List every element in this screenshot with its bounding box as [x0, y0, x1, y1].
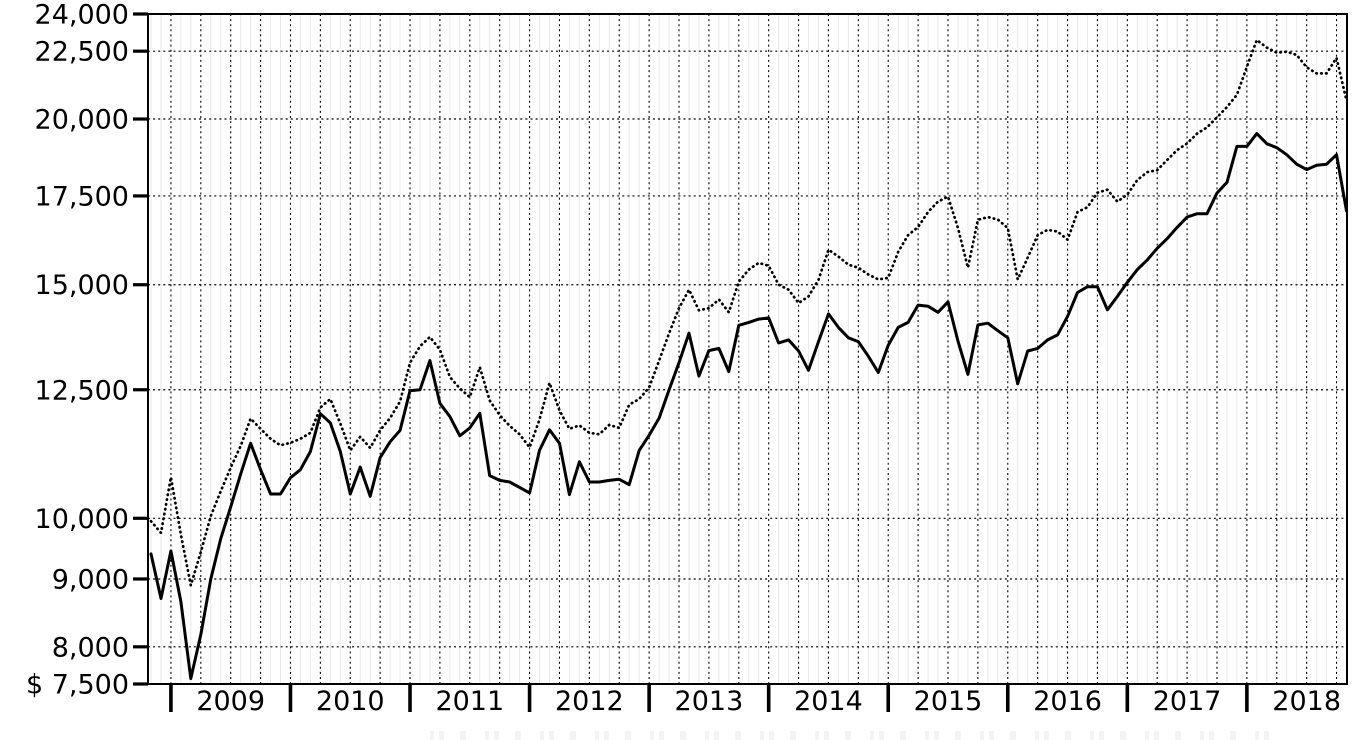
x-axis-year-label: 2017	[1153, 686, 1222, 717]
y-axis-tick-label: 17,500	[35, 181, 129, 212]
y-axis-tick-label: 22,500	[35, 37, 129, 68]
y-axis-tick-label: 10,000	[35, 504, 129, 535]
cropped-caption-remnant	[430, 731, 1270, 740]
x-axis-year-label: 2009	[196, 686, 265, 717]
y-axis-tick-label: $ 7,500	[26, 670, 129, 701]
y-axis-tick-label: 20,000	[35, 105, 129, 136]
y-axis-tick-label: 8,000	[52, 632, 129, 663]
x-axis-year-label: 2010	[316, 686, 385, 717]
y-axis-tick-label: 24,000	[35, 0, 129, 31]
x-axis-year-label: 2013	[675, 686, 744, 717]
y-axis-tick-label: 9,000	[52, 564, 129, 595]
x-axis-year-label: 2014	[794, 686, 863, 717]
x-axis-year-label: 2011	[435, 686, 504, 717]
y-axis-tick-label: 15,000	[35, 270, 129, 301]
dotted-series-line	[149, 38, 1347, 587]
y-axis-tick-label: 12,500	[35, 375, 129, 406]
solid-series-line	[149, 132, 1347, 681]
x-axis-year-label: 2012	[555, 686, 624, 717]
plot-frame	[147, 13, 1348, 685]
x-axis-year-label: 2018	[1272, 686, 1341, 717]
x-axis-year-label: 2015	[914, 686, 983, 717]
x-axis-year-label: 2016	[1033, 686, 1102, 717]
